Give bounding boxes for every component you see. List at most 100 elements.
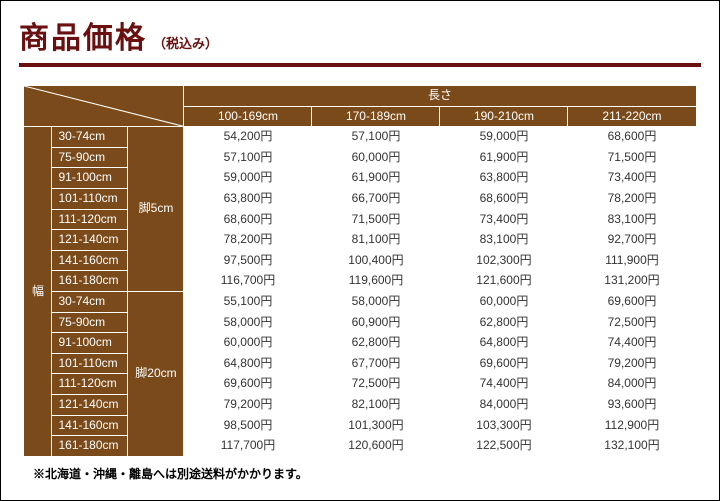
price-cell: 132,100円 (568, 436, 696, 457)
price-cell: 60,900円 (312, 312, 440, 333)
table-row: 30-74cm 脚20cm 55,100円 58,000円 60,000円 69… (24, 291, 696, 312)
price-cell: 121,600円 (440, 271, 568, 292)
width-range: 101-110cm (52, 353, 128, 374)
width-range: 141-160cm (52, 415, 128, 436)
table-row: 111-120cm68,600円71,500円73,400円83,100円 (24, 209, 696, 230)
shipping-note: ※北海道・沖縄・離島へは別途送料がかかります。 (33, 465, 701, 482)
width-range: 161-180cm (52, 436, 128, 457)
price-cell: 59,000円 (440, 127, 568, 148)
price-cell: 61,900円 (312, 168, 440, 189)
price-cell: 68,600円 (184, 209, 312, 230)
price-cell: 64,800円 (184, 353, 312, 374)
width-range: 30-74cm (52, 127, 128, 148)
price-cell: 78,200円 (568, 188, 696, 209)
price-cell: 122,500円 (440, 436, 568, 457)
price-cell: 82,100円 (312, 394, 440, 415)
leg5-header: 脚5cm (128, 127, 184, 292)
price-cell: 116,700円 (184, 271, 312, 292)
leg20-header: 脚20cm (128, 291, 184, 456)
table-row: 91-100cm 60,000円62,800円64,800円74,400円 (24, 333, 696, 354)
price-cell: 97,500円 (184, 250, 312, 271)
price-cell: 63,800円 (440, 168, 568, 189)
width-range: 141-160cm (52, 250, 128, 271)
price-cell: 117,700円 (184, 436, 312, 457)
price-cell: 101,300円 (312, 415, 440, 436)
price-cell: 79,200円 (568, 353, 696, 374)
length-col-1: 170-189cm (312, 106, 440, 127)
price-cell: 55,100円 (184, 291, 312, 312)
width-range: 161-180cm (52, 271, 128, 292)
price-cell: 71,500円 (568, 147, 696, 168)
price-cell: 81,100円 (312, 230, 440, 251)
width-range: 121-140cm (52, 394, 128, 415)
price-cell: 72,500円 (312, 374, 440, 395)
price-cell: 73,400円 (568, 168, 696, 189)
table-row: 101-110cm 64,800円67,700円69,600円79,200円 (24, 353, 696, 374)
price-cell: 60,000円 (184, 333, 312, 354)
price-cell: 69,600円 (184, 374, 312, 395)
price-cell: 57,100円 (312, 127, 440, 148)
width-range: 75-90cm (52, 147, 128, 168)
price-cell: 131,200円 (568, 271, 696, 292)
price-cell: 72,500円 (568, 312, 696, 333)
price-cell: 74,400円 (568, 333, 696, 354)
price-cell: 119,600円 (312, 271, 440, 292)
price-cell: 64,800円 (440, 333, 568, 354)
price-cell: 69,600円 (568, 291, 696, 312)
table-row: 121-140cm 78,200円81,100円83,100円92,700円 (24, 230, 696, 251)
price-cell: 83,100円 (440, 230, 568, 251)
width-range: 30-74cm (52, 291, 128, 312)
price-table: 長さ 100-169cm 170-189cm 190-210cm 211-220… (23, 85, 696, 457)
price-cell: 79,200円 (184, 394, 312, 415)
price-cell: 63,800円 (184, 188, 312, 209)
length-col-2: 190-210cm (440, 106, 568, 127)
width-range: 75-90cm (52, 312, 128, 333)
price-cell: 67,700円 (312, 353, 440, 374)
price-cell: 111,900円 (568, 250, 696, 271)
price-cell: 98,500円 (184, 415, 312, 436)
price-cell: 59,000円 (184, 168, 312, 189)
width-header: 幅 (24, 127, 52, 457)
table-row: 141-160cm 97,500円100,400円102,300円111,900円 (24, 250, 696, 271)
price-cell: 93,600円 (568, 394, 696, 415)
length-header: 長さ (184, 86, 696, 107)
price-cell: 102,300円 (440, 250, 568, 271)
price-cell: 71,500円 (312, 209, 440, 230)
price-cell: 78,200円 (184, 230, 312, 251)
width-range: 101-110cm (52, 188, 128, 209)
price-cell: 60,000円 (312, 147, 440, 168)
table-row: 91-100cm 59,000円61,900円63,800円73,400円 (24, 168, 696, 189)
price-cell: 58,000円 (312, 291, 440, 312)
table-row: 101-110cm 63,800円66,700円68,600円78,200円 (24, 188, 696, 209)
price-cell: 61,900円 (440, 147, 568, 168)
length-col-0: 100-169cm (184, 106, 312, 127)
price-cell: 69,600円 (440, 353, 568, 374)
price-cell: 83,100円 (568, 209, 696, 230)
price-cell: 100,400円 (312, 250, 440, 271)
price-cell: 66,700円 (312, 188, 440, 209)
price-cell: 103,300円 (440, 415, 568, 436)
price-cell: 73,400円 (440, 209, 568, 230)
page-subtitle: （税込み） (153, 33, 218, 52)
table-row: 75-90cm 57,100円60,000円61,900円71,500円 (24, 147, 696, 168)
price-cell: 120,600円 (312, 436, 440, 457)
width-range: 91-100cm (52, 333, 128, 354)
length-col-3: 211-220cm (568, 106, 696, 127)
table-row: 121-140cm 79,200円82,100円84,000円93,600円 (24, 394, 696, 415)
table-row: 141-160cm 98,500円101,300円103,300円112,900円 (24, 415, 696, 436)
price-cell: 57,100円 (184, 147, 312, 168)
price-cell: 54,200円 (184, 127, 312, 148)
table-row: 75-90cm58,000円60,900円62,800円72,500円 (24, 312, 696, 333)
width-range: 91-100cm (52, 168, 128, 189)
price-cell: 84,000円 (568, 374, 696, 395)
price-cell: 92,700円 (568, 230, 696, 251)
table-row: 111-120cm69,600円72,500円74,400円84,000円 (24, 374, 696, 395)
page-title: 商品価格 (19, 13, 147, 57)
price-cell: 62,800円 (312, 333, 440, 354)
width-range: 121-140cm (52, 230, 128, 251)
price-cell: 112,900円 (568, 415, 696, 436)
price-cell: 62,800円 (440, 312, 568, 333)
price-cell: 68,600円 (440, 188, 568, 209)
price-cell: 84,000円 (440, 394, 568, 415)
price-cell: 74,400円 (440, 374, 568, 395)
